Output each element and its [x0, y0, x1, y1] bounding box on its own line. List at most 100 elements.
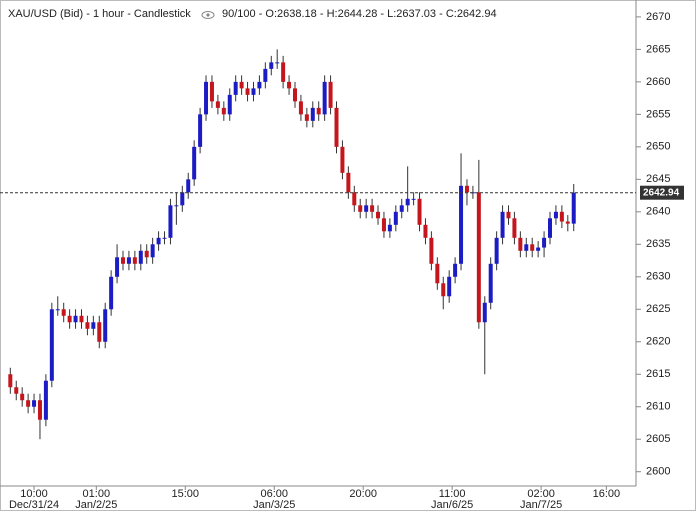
- candle-body: [251, 88, 256, 95]
- candle-body: [548, 218, 553, 238]
- candle-body: [393, 211, 398, 225]
- candle-body: [180, 192, 185, 206]
- y-tick-label: 2655: [646, 108, 670, 120]
- y-tick-label: 2665: [646, 43, 670, 55]
- candle-body: [411, 198, 416, 200]
- candle-body: [150, 244, 155, 258]
- x-tick-label: 16:00: [593, 488, 621, 500]
- candle-body: [328, 81, 333, 108]
- eye-outline: [201, 11, 215, 19]
- candle-body: [55, 309, 60, 311]
- x-tick-label: 01:00: [83, 488, 111, 500]
- x-date-label: Jan/3/25: [253, 499, 295, 511]
- candle-body: [227, 94, 232, 115]
- x-date-label: Jan/7/25: [520, 499, 562, 511]
- candle-body: [488, 263, 493, 303]
- y-tick-label: 2670: [646, 11, 670, 23]
- candle-body: [239, 81, 244, 89]
- candle-body: [156, 237, 161, 245]
- last-price-label: 2642.94: [643, 187, 680, 198]
- x-date-label: Dec/31/24: [9, 499, 59, 511]
- candle-body: [275, 62, 280, 64]
- y-tick-label: 2630: [646, 271, 670, 283]
- candle-body: [364, 205, 369, 212]
- x-tick-label: 10:00: [20, 488, 48, 500]
- candle-body: [132, 257, 137, 264]
- candle-body: [144, 250, 149, 258]
- candle-body: [32, 400, 37, 407]
- candle-body: [565, 221, 570, 224]
- candle-body: [192, 146, 197, 180]
- y-tick-label: 2635: [646, 238, 670, 250]
- candle-body: [292, 88, 297, 102]
- candle-body: [281, 62, 286, 82]
- candle-body: [346, 172, 351, 193]
- x-tick-label: 15:00: [172, 488, 200, 500]
- y-tick-label: 2625: [646, 303, 670, 315]
- y-tick-label: 2600: [646, 466, 670, 478]
- candle-body: [304, 114, 309, 121]
- candle-body: [215, 101, 220, 108]
- candle-body: [8, 374, 13, 388]
- candle-body: [453, 263, 458, 277]
- candle-body: [429, 237, 434, 264]
- x-tick-label: 20:00: [349, 488, 377, 500]
- candle-body: [500, 211, 505, 238]
- candle-body: [518, 237, 523, 251]
- candle-body: [530, 244, 535, 251]
- candle-body: [97, 322, 102, 342]
- candle-body: [245, 88, 250, 95]
- candle-body: [571, 192, 576, 224]
- x-date-label: Jan/6/25: [431, 499, 473, 511]
- candle-body: [85, 322, 90, 329]
- candle-body: [37, 400, 42, 420]
- candle-body: [524, 244, 529, 251]
- x-tick-label: 11:00: [439, 488, 466, 500]
- candle-body: [204, 81, 209, 115]
- eye-icon[interactable]: [201, 11, 215, 19]
- candle-body: [162, 237, 167, 239]
- eye-pupil: [206, 13, 210, 17]
- candle-body: [464, 185, 469, 193]
- candle-body: [405, 198, 410, 206]
- candle-body: [263, 68, 268, 82]
- candle-body: [91, 322, 96, 329]
- candle-body: [168, 205, 173, 238]
- candle-body: [198, 114, 203, 147]
- candle-body: [121, 257, 126, 264]
- candle-body: [49, 309, 54, 381]
- candle-body: [435, 263, 440, 284]
- candle-body: [441, 283, 446, 297]
- candle-body: [221, 107, 226, 115]
- candle-body: [387, 224, 392, 232]
- candle-body: [542, 237, 547, 248]
- candle-body: [559, 211, 564, 222]
- candle-body: [482, 302, 487, 323]
- x-tick-label: 06:00: [260, 488, 288, 500]
- candle-body: [26, 400, 31, 407]
- y-tick-label: 2645: [646, 173, 670, 185]
- candle-body: [109, 276, 114, 310]
- candle-body: [322, 81, 327, 115]
- candle-body: [506, 211, 511, 219]
- chart-subtitle: 90/100 - O:2638.18 - H:2644.28 - L:2637.…: [222, 8, 497, 20]
- y-tick-label: 2640: [646, 206, 670, 218]
- candle-body: [334, 107, 339, 147]
- candle-body: [376, 211, 381, 219]
- y-tick-label: 2650: [646, 141, 670, 153]
- candle-body: [399, 205, 404, 212]
- x-tick-label: 02:00: [527, 488, 555, 500]
- candle-body: [352, 192, 357, 206]
- candle-body: [553, 211, 558, 219]
- candle-body: [447, 276, 452, 297]
- candle-body: [174, 205, 179, 207]
- candle-body: [536, 247, 541, 251]
- candle-body: [287, 81, 292, 89]
- y-tick-label: 2615: [646, 368, 670, 380]
- candle-body: [14, 387, 19, 394]
- candle-body: [43, 380, 48, 420]
- candle-body: [209, 81, 214, 102]
- candle-body: [20, 393, 25, 401]
